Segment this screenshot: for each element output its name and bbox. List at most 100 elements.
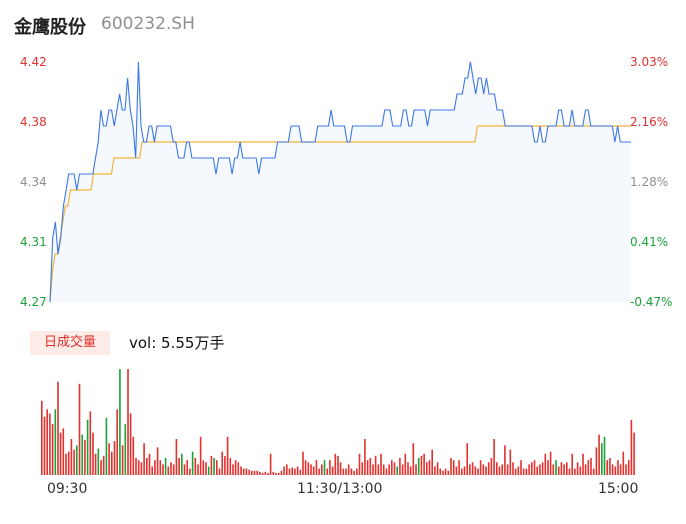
volume-bar — [377, 464, 380, 475]
volume-bar — [43, 416, 46, 475]
volume-bar — [264, 471, 267, 475]
volume-bar — [544, 453, 547, 475]
volume-bar — [598, 434, 600, 475]
volume-bar — [207, 466, 210, 475]
volume-bar — [339, 462, 342, 475]
volume-bar — [286, 464, 288, 475]
time-label-close: 15:00 — [598, 481, 639, 497]
volume-bar — [331, 466, 334, 475]
volume-bar — [251, 470, 253, 475]
volume-bar — [423, 453, 425, 475]
volume-bar — [364, 439, 366, 475]
volume-bar — [595, 447, 598, 475]
volume-bar — [536, 466, 539, 475]
volume-bar — [396, 466, 399, 475]
volume-bar — [59, 432, 62, 475]
volume-bar — [73, 449, 75, 475]
volume-bar — [226, 436, 229, 475]
volume-bar — [450, 458, 452, 475]
volume-bar — [582, 453, 584, 475]
volume-bar — [452, 460, 455, 475]
stock-name: 金鹰股份 — [14, 17, 86, 38]
percent-tick-label: 0.41% — [630, 235, 669, 249]
volume-bar — [496, 462, 498, 475]
volume-bar — [296, 466, 299, 475]
volume-bar — [302, 451, 304, 475]
volume-bar — [415, 464, 417, 475]
volume-bar — [146, 458, 148, 475]
volume-bar — [609, 458, 611, 475]
volume-bar — [229, 458, 232, 475]
volume-bar — [401, 464, 404, 475]
volume-bar — [240, 466, 242, 475]
volume-bar — [113, 441, 116, 475]
volume-bar — [156, 447, 159, 475]
volume-bar — [471, 462, 474, 475]
volume-bar — [485, 466, 487, 475]
volume-bar — [533, 460, 536, 475]
volume-bar — [434, 466, 436, 475]
volume-bar — [420, 455, 423, 475]
volume-bar — [350, 468, 353, 475]
volume-bar — [587, 460, 590, 475]
volume-bar — [463, 466, 466, 475]
volume-bar — [256, 470, 259, 475]
volume-bar — [237, 462, 240, 475]
volume-bar — [541, 462, 544, 475]
volume-bar — [477, 468, 479, 475]
volume-bar — [512, 462, 514, 475]
volume-bar — [388, 464, 390, 475]
volume-bar — [514, 468, 517, 475]
volume-bar — [369, 458, 372, 475]
volume-tab[interactable]: 日成交量 — [30, 331, 110, 355]
volume-bar — [186, 460, 189, 475]
volume-bar — [356, 468, 358, 475]
volume-bar — [119, 369, 121, 475]
volume-bar — [366, 460, 369, 475]
percent-tick-label: 2.16% — [630, 115, 669, 129]
volume-bar — [132, 436, 135, 475]
volume-bar — [576, 462, 579, 475]
volume-bar — [490, 458, 493, 475]
volume-bar — [614, 466, 617, 475]
volume-bar — [76, 445, 78, 475]
volume-bar — [458, 460, 460, 475]
volume-bar — [288, 468, 291, 475]
volume-bar — [127, 369, 129, 475]
volume-bar — [563, 464, 565, 475]
volume-bar — [479, 460, 482, 475]
volume-bar — [474, 466, 477, 475]
volume-bar — [172, 464, 175, 475]
volume-bar — [105, 417, 108, 475]
volume-bar — [108, 443, 110, 475]
volume-bar — [566, 462, 568, 475]
volume-bar — [62, 428, 65, 475]
volume-bar — [426, 462, 428, 475]
volume-bar — [291, 467, 294, 475]
volume-bar — [444, 468, 447, 475]
volume-bar — [167, 466, 170, 475]
volume-bar — [135, 458, 137, 475]
volume-bar — [57, 381, 59, 475]
volume-bar — [393, 462, 396, 475]
volume-bar — [606, 460, 609, 475]
volume-bar — [455, 466, 458, 475]
volume-bar — [417, 458, 420, 475]
volume-bar — [269, 453, 272, 475]
volume-bar — [399, 458, 401, 475]
volume-bar — [461, 468, 463, 475]
percent-tick-label: 1.28% — [630, 175, 669, 189]
volume-bar — [277, 472, 280, 475]
volume-bar — [466, 443, 469, 475]
volume-bar — [234, 460, 237, 475]
volume-bar — [154, 460, 156, 475]
volume-bar — [129, 413, 132, 475]
volume-bar — [299, 469, 302, 475]
volume-bar — [482, 464, 485, 475]
volume-bar — [404, 453, 407, 475]
price-tick-label: 4.27 — [20, 295, 47, 309]
volume-bar — [504, 445, 506, 475]
volume-bar — [191, 451, 194, 475]
